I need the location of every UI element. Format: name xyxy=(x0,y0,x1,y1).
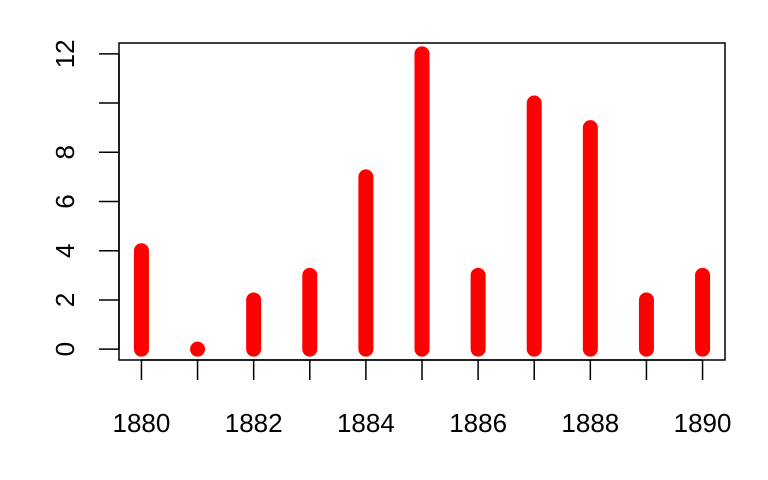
y-tick-label-0: 0 xyxy=(50,342,80,356)
y-tick-label-12: 12 xyxy=(50,39,80,68)
x-tick-label-1884: 1884 xyxy=(337,408,395,438)
x-tick-label-1886: 1886 xyxy=(449,408,507,438)
x-tick-label-1880: 1880 xyxy=(113,408,171,438)
y-tick-label-6: 6 xyxy=(50,194,80,208)
x-tick-label-1888: 1888 xyxy=(561,408,619,438)
x-tick-label-1882: 1882 xyxy=(225,408,283,438)
y-axis: 0 2 4 6 8 12 xyxy=(50,39,120,356)
y-tick-label-4: 4 xyxy=(50,243,80,257)
bars-layer xyxy=(133,46,711,357)
x-axis: 1880 1882 1884 1886 1888 1890 xyxy=(113,359,732,438)
x-tick-label-1890: 1890 xyxy=(674,408,732,438)
y-tick-label-2: 2 xyxy=(50,293,80,307)
y-tick-label-8: 8 xyxy=(50,145,80,159)
